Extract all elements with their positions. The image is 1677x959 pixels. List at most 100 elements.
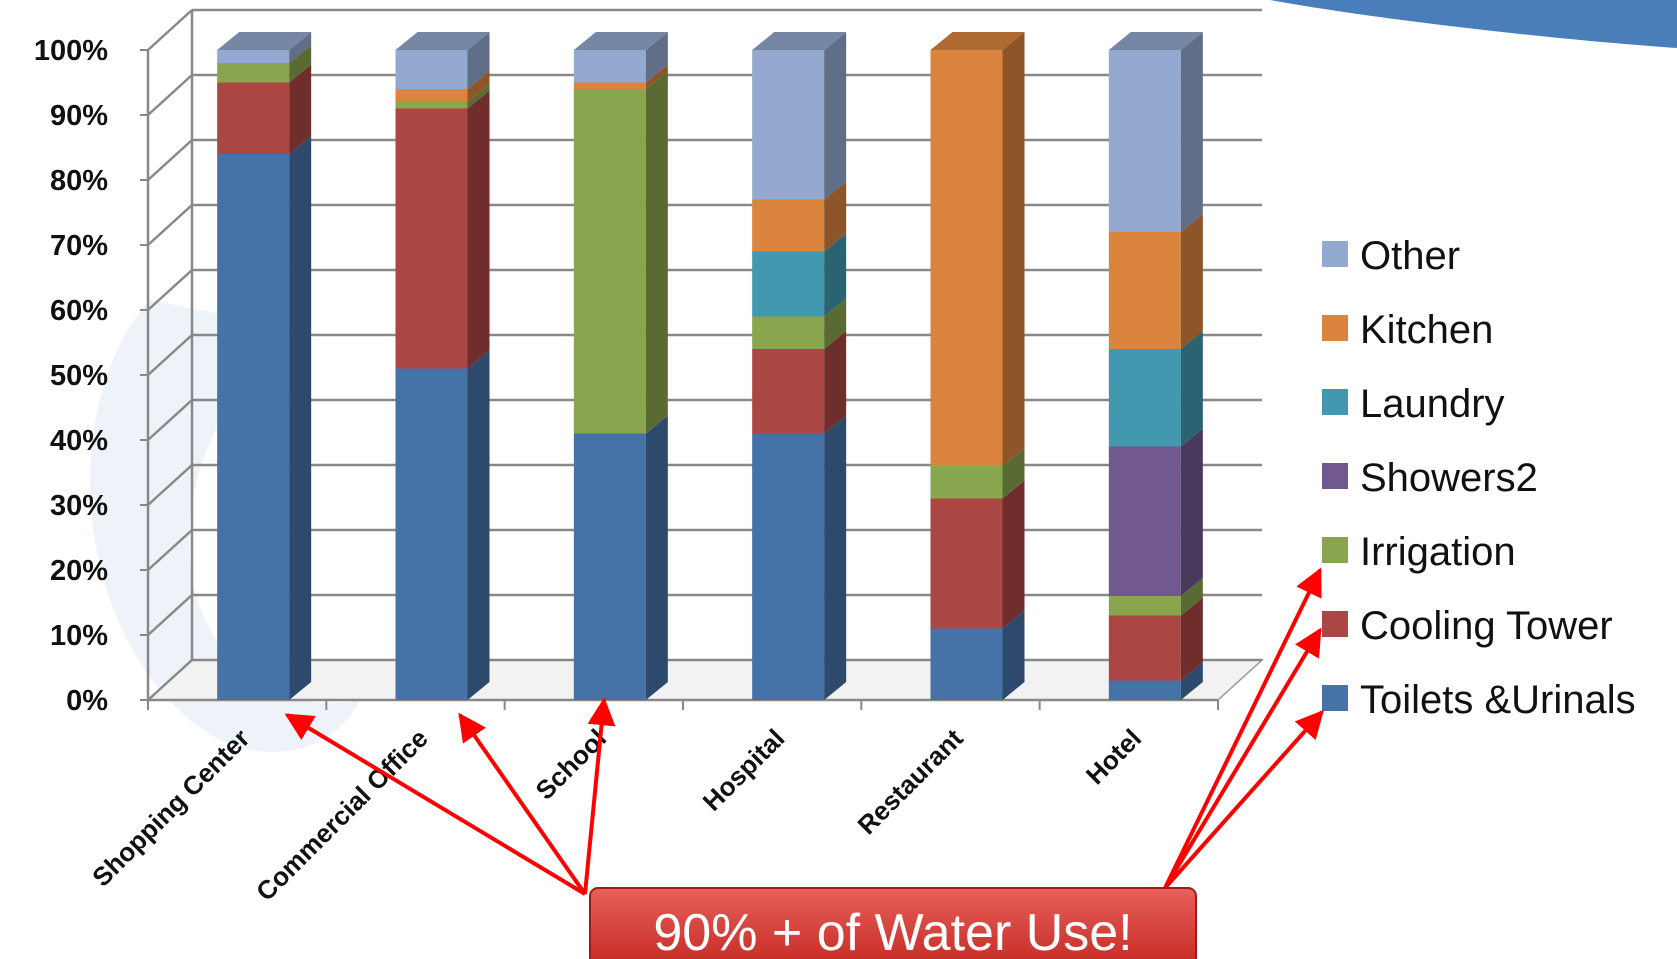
bar-segment — [930, 466, 1003, 499]
callout-text: 90% + of Water Use! — [653, 904, 1132, 959]
callout-arrow-6 — [1163, 709, 1324, 890]
bar-top — [217, 32, 312, 50]
bar-segment-side — [645, 71, 668, 434]
legend-item: Cooling Tower — [1322, 604, 1613, 648]
bar-segment — [395, 108, 468, 369]
bar-segment-side — [824, 331, 847, 434]
bar-segment-side — [289, 64, 312, 154]
y-tick-label: 0% — [66, 685, 108, 717]
bar-stack — [395, 32, 490, 700]
bar-segment-side — [289, 136, 312, 700]
gridline-diagonal — [147, 529, 193, 571]
bar-segment-side — [824, 298, 847, 349]
bar-stack — [930, 32, 1025, 700]
bar-segment — [930, 628, 1003, 700]
bar-segment-side — [1002, 610, 1025, 700]
bar-segment-side — [1002, 448, 1025, 499]
bar-top — [395, 32, 490, 50]
gridline-diagonal — [147, 659, 193, 701]
gridline-diagonal — [147, 269, 193, 311]
bar-segment — [395, 50, 468, 89]
bar-segment — [395, 102, 468, 109]
gridline-diagonal — [147, 9, 193, 51]
bar-segment-side — [1002, 480, 1025, 629]
bar-segment — [1108, 615, 1181, 681]
legend-item: Toilets &Urinals — [1322, 678, 1636, 722]
gridline-diagonal — [147, 594, 193, 636]
legend-swatch — [1322, 611, 1348, 637]
bar-segment — [752, 316, 825, 349]
bar-segment-side — [824, 415, 847, 700]
y-tick-label: 10% — [50, 620, 108, 652]
legend-swatch — [1322, 315, 1348, 341]
bar-segment — [752, 50, 825, 200]
y-tick-label: 60% — [50, 295, 108, 327]
bar-segment-side — [824, 233, 847, 317]
bar-segment-side — [1180, 214, 1203, 349]
bar-segment — [930, 50, 1003, 466]
bar-segment-side — [1002, 32, 1025, 466]
bar-segment — [217, 82, 290, 154]
bar-stack — [752, 32, 847, 700]
legend-label: Showers2 — [1360, 456, 1538, 500]
legend-swatch — [1322, 537, 1348, 563]
bar-segment-side — [1180, 331, 1203, 447]
gridline-diagonal — [147, 464, 193, 506]
bar-segment — [752, 199, 825, 252]
bar-segment-side — [467, 350, 490, 700]
bar-stack — [217, 32, 312, 700]
callout-arrow-1 — [284, 713, 587, 896]
legend-item: Other — [1322, 234, 1460, 278]
gridline-diagonal — [147, 139, 193, 181]
legend-label: Other — [1360, 234, 1460, 278]
bar-segment-side — [1180, 662, 1203, 700]
bar-top — [1108, 32, 1203, 50]
bar-segment-side — [1180, 578, 1203, 616]
bar-segment — [573, 433, 646, 700]
bar-top — [573, 32, 668, 50]
gridline-diagonal — [147, 399, 193, 441]
bar-segment — [395, 89, 468, 102]
bar-segment-side — [1180, 597, 1203, 681]
x-tick-label: Hospital — [697, 723, 791, 817]
y-tick-label: 90% — [50, 100, 108, 132]
bar-stack — [1108, 32, 1203, 700]
bar-segment-side — [824, 32, 847, 200]
chart-floor — [146, 659, 1264, 701]
callout-arrow-4 — [1163, 567, 1322, 889]
gridline-diagonal — [147, 334, 193, 376]
legend-item: Irrigation — [1322, 530, 1516, 574]
corner-swoosh — [1270, 0, 1677, 48]
bar-segment-side — [467, 90, 490, 369]
legend-item: Showers2 — [1322, 456, 1538, 500]
bar-segment — [752, 251, 825, 317]
bar-segment-side — [824, 181, 847, 252]
bar-segment — [573, 50, 646, 83]
x-tick-label: Hotel — [1080, 723, 1147, 790]
bar-segment — [573, 89, 646, 434]
x-tick-label: Restaurant — [851, 723, 968, 840]
bar-segment — [1108, 446, 1181, 596]
bar-segment — [1108, 232, 1181, 349]
legend-swatch — [1322, 389, 1348, 415]
y-tick-label: 30% — [50, 490, 108, 522]
bar-segment — [395, 368, 468, 700]
bar-segment — [217, 50, 290, 63]
bar-segment — [1108, 50, 1181, 232]
legend-item: Kitchen — [1322, 308, 1493, 352]
bar-stack — [573, 32, 668, 700]
bar-segment-side — [645, 415, 668, 700]
bar-segment — [1108, 349, 1181, 447]
legend-label: Laundry — [1360, 382, 1505, 426]
y-tick-label: 70% — [50, 230, 108, 262]
x-tick-label: Shopping Center — [86, 723, 255, 892]
callout-arrow-5 — [1163, 627, 1322, 890]
legend-label: Toilets &Urinals — [1360, 678, 1636, 722]
gridline-diagonal — [147, 204, 193, 246]
legend-label: Kitchen — [1360, 308, 1493, 352]
bar-segment — [217, 63, 290, 83]
bar-segment — [752, 433, 825, 700]
bar-segment — [1108, 680, 1181, 700]
y-tick-label: 50% — [50, 360, 108, 392]
